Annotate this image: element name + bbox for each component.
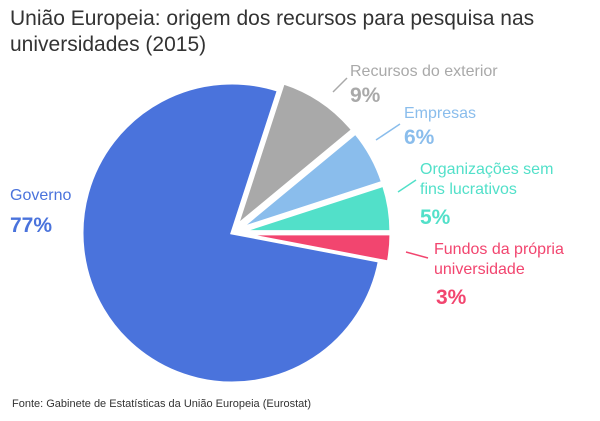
pie-slice: [240, 183, 393, 234]
value-label: 5%: [420, 206, 451, 229]
value-label: 3%: [436, 286, 467, 309]
slice-label: Fundos da própria universidade: [434, 241, 564, 278]
slice-label: Governo: [10, 187, 72, 204]
leader-line: [332, 77, 348, 93]
leader-line: [375, 123, 401, 141]
leader-line: [405, 251, 429, 259]
slice-label: Empresas: [404, 105, 477, 122]
leader-line: [397, 179, 417, 193]
pie-slice: [80, 81, 382, 385]
source-note: Fonte: Gabinete de Estatísticas da União…: [12, 398, 311, 410]
pie-slice: [234, 81, 355, 231]
slice-label: Organizações sem fins lucrativos: [420, 161, 554, 198]
value-label: 6%: [404, 126, 435, 149]
value-label: 77%: [10, 214, 53, 237]
pie-slice: [238, 130, 385, 231]
slice-label: Recursos do exterior: [350, 63, 498, 80]
chart-title: União Europeia: origem dos recursos para…: [10, 7, 535, 56]
value-label: 9%: [350, 84, 381, 107]
